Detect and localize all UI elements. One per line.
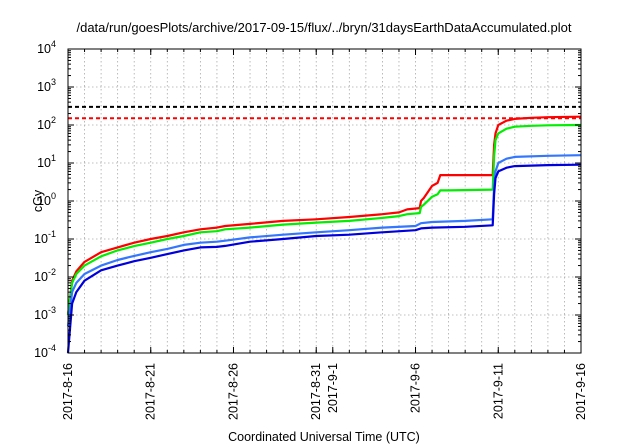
x-axis-label: Coordinated Universal Time (UTC): [228, 430, 420, 444]
y-tick-label: 102: [37, 115, 56, 132]
y-tick-label: 100: [37, 191, 56, 208]
y-axis-label: cGy: [31, 189, 45, 212]
series-line: [66, 115, 582, 316]
x-tick-label: 2017-8-26: [226, 363, 240, 420]
grid-lines: [68, 49, 581, 353]
plot-frame: [67, 48, 582, 354]
x-tick-label: 2017-9-6: [409, 363, 423, 413]
chart-title: /data/run/goesPlots/archive/2017-09-15/f…: [76, 20, 571, 35]
y-tick-label: 104: [37, 39, 56, 56]
x-tick-label: 2017-9-11: [491, 363, 505, 419]
series-line: [66, 123, 582, 316]
series-line: [66, 163, 582, 354]
series-line: [66, 154, 582, 327]
y-tick-label: 101: [37, 153, 56, 170]
x-tick-label: 2017-9-16: [574, 363, 588, 420]
y-tick-label: 10-3: [34, 305, 56, 322]
x-tick-label: 2017-8-21: [144, 363, 158, 420]
x-tick-label: 2017-9-1: [326, 363, 340, 413]
y-tick-label: 10-2: [34, 267, 56, 284]
x-tick-label: 2017-8-31: [309, 363, 323, 420]
axis-ticks: 10-4 10-3 10-2 10-1 100 101 102 103 104 2017-8-16…: [34, 39, 588, 420]
x-tick-label: 2017-8-16: [61, 363, 75, 420]
y-tick-label: 10-4: [34, 343, 56, 360]
y-tick-label: 103: [37, 77, 56, 94]
y-tick-label: 10-1: [34, 229, 56, 246]
threshold-lines: [68, 105, 581, 120]
series-lines: [66, 115, 582, 354]
